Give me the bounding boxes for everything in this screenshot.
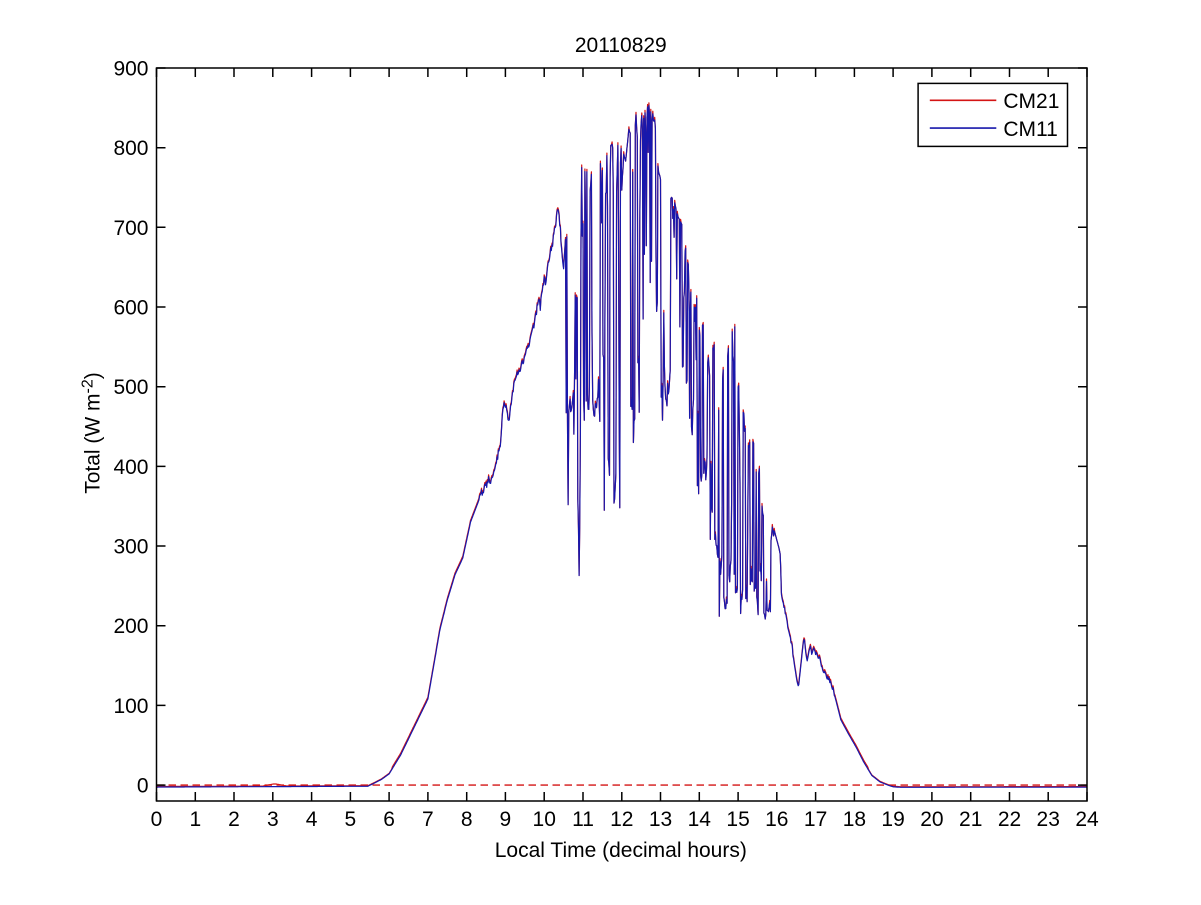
svg-text:3: 3 xyxy=(267,808,279,831)
svg-text:600: 600 xyxy=(113,297,148,320)
svg-text:Local Time (decimal hours): Local Time (decimal hours) xyxy=(495,839,747,862)
svg-text:8: 8 xyxy=(461,808,473,831)
svg-text:15: 15 xyxy=(726,808,749,831)
svg-text:13: 13 xyxy=(649,808,672,831)
svg-text:21: 21 xyxy=(959,808,982,831)
svg-text:7: 7 xyxy=(422,808,434,831)
svg-text:900: 900 xyxy=(113,58,148,81)
svg-text:CM21: CM21 xyxy=(1003,90,1059,113)
svg-text:100: 100 xyxy=(113,695,148,718)
svg-text:22: 22 xyxy=(998,808,1021,831)
svg-text:CM11: CM11 xyxy=(1003,118,1057,141)
svg-text:20110829: 20110829 xyxy=(575,34,667,57)
svg-text:0: 0 xyxy=(151,808,163,831)
svg-text:300: 300 xyxy=(113,536,148,559)
svg-text:12: 12 xyxy=(610,808,633,831)
svg-text:6: 6 xyxy=(383,808,395,831)
svg-text:0: 0 xyxy=(137,775,149,798)
svg-text:11: 11 xyxy=(572,808,594,831)
svg-text:200: 200 xyxy=(113,615,148,638)
svg-text:10: 10 xyxy=(533,808,556,831)
svg-text:1: 1 xyxy=(189,808,201,831)
svg-text:4: 4 xyxy=(306,808,318,831)
svg-text:23: 23 xyxy=(1037,808,1060,831)
svg-text:19: 19 xyxy=(881,808,904,831)
svg-text:2: 2 xyxy=(228,808,240,831)
svg-text:14: 14 xyxy=(688,808,712,831)
svg-text:5: 5 xyxy=(345,808,357,831)
svg-text:16: 16 xyxy=(765,808,788,831)
svg-text:24: 24 xyxy=(1075,808,1099,831)
svg-text:800: 800 xyxy=(113,137,148,160)
svg-text:18: 18 xyxy=(843,808,866,831)
svg-text:17: 17 xyxy=(804,808,827,831)
svg-text:500: 500 xyxy=(113,376,148,399)
svg-text:20: 20 xyxy=(920,808,943,831)
svg-text:400: 400 xyxy=(113,456,148,479)
svg-text:9: 9 xyxy=(500,808,512,831)
svg-text:700: 700 xyxy=(113,217,148,240)
